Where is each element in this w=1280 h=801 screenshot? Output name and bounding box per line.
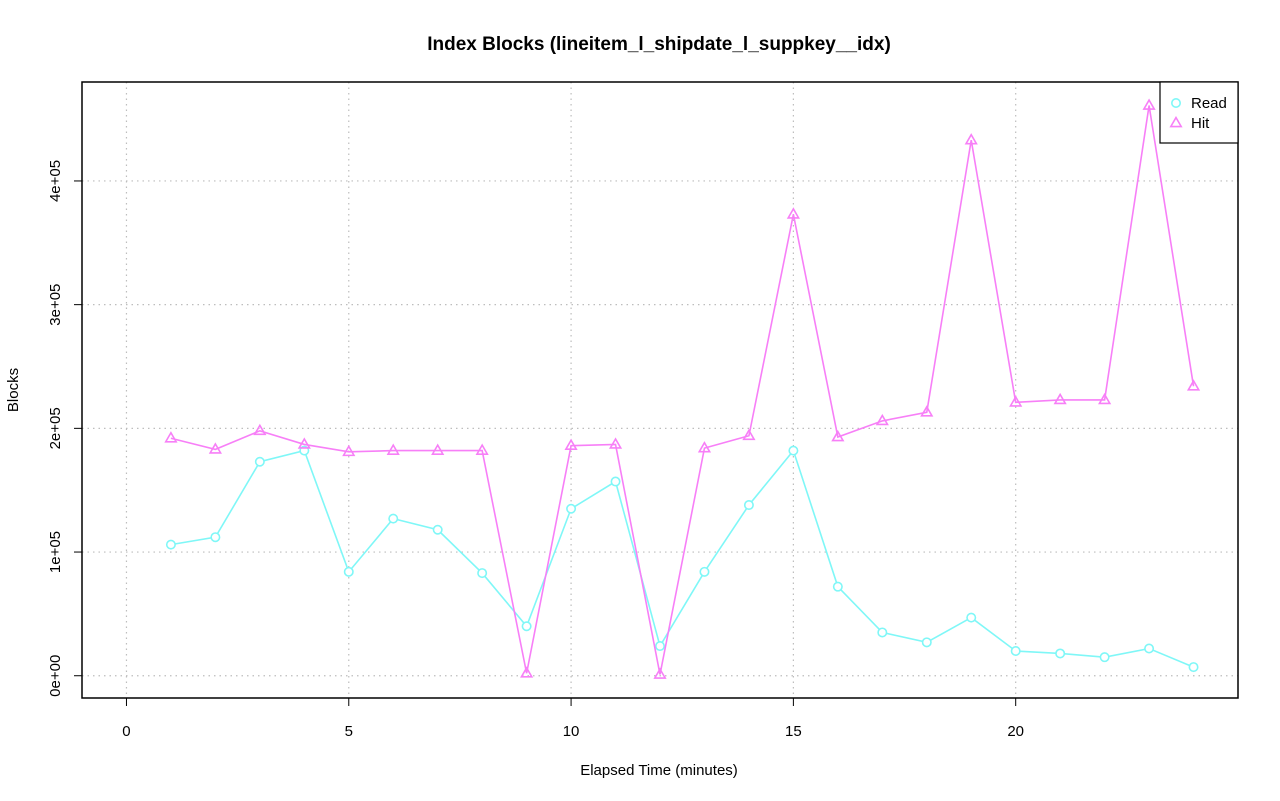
data-point-hit	[564, 438, 578, 450]
data-point-read	[254, 456, 265, 467]
data-point-hit	[742, 428, 756, 441]
series-layer	[164, 98, 1201, 679]
data-point-hit	[697, 441, 712, 453]
data-point-hit	[253, 423, 267, 436]
x-tick-label: 5	[345, 723, 353, 740]
x-axis-label: Elapsed Time (minutes)	[580, 762, 738, 779]
data-point-hit	[475, 443, 489, 455]
data-point-hit	[653, 667, 667, 679]
data-point-read	[699, 566, 710, 577]
data-point-hit	[920, 405, 934, 417]
x-tick-label: 20	[1007, 723, 1024, 740]
y-tick-label: 0e+00	[47, 655, 64, 697]
y-tick-label: 4e+05	[47, 160, 64, 202]
data-point-hit	[431, 443, 445, 455]
data-point-hit	[386, 443, 400, 455]
data-point-hit	[520, 666, 534, 678]
data-point-read	[966, 612, 977, 623]
data-point-read	[477, 568, 488, 579]
data-point-read	[788, 445, 799, 456]
data-point-read	[832, 581, 843, 592]
data-point-read	[1055, 648, 1066, 659]
data-point-read	[343, 566, 354, 577]
data-point-read	[1099, 652, 1110, 663]
data-point-hit	[297, 437, 311, 449]
legend: Read Hit	[1159, 81, 1239, 144]
data-point-read	[1144, 643, 1155, 654]
data-point-hit	[964, 133, 978, 145]
x-tick-label: 15	[785, 723, 802, 740]
data-point-hit	[831, 429, 845, 442]
data-point-read	[388, 513, 399, 524]
legend-box	[1159, 81, 1239, 144]
series-line-read	[170, 448, 1194, 668]
series-line-hit	[170, 105, 1195, 675]
data-point-hit	[164, 431, 178, 443]
data-point-hit	[1142, 98, 1156, 110]
data-point-read	[210, 532, 221, 543]
data-point-read	[1010, 645, 1021, 656]
data-point-hit	[342, 444, 356, 457]
y-tick-label: 1e+05	[47, 531, 64, 573]
x-tick-label: 10	[563, 723, 580, 740]
series-hit	[164, 98, 1201, 679]
data-point-hit	[786, 207, 800, 219]
x-tick-label: 0	[122, 723, 130, 740]
data-point-read	[165, 539, 176, 550]
data-point-read	[654, 641, 665, 652]
data-point-read	[743, 500, 754, 511]
data-point-hit	[1098, 392, 1112, 405]
series-read	[165, 445, 1199, 673]
y-axis: 0e+00 1e+05 2e+05 3e+05 4e+05	[47, 160, 82, 697]
data-point-read	[566, 503, 577, 514]
chart-title: Index Blocks (lineitem_l_shipdate_l_supp…	[427, 34, 891, 55]
data-point-hit	[875, 413, 889, 426]
legend-label-hit: Hit	[1191, 115, 1210, 132]
data-point-read	[877, 627, 888, 638]
y-axis-label: Blocks	[5, 368, 22, 412]
y-tick-label: 3e+05	[47, 284, 64, 326]
data-point-read	[610, 476, 621, 487]
x-axis: 0 5 10 15 20	[122, 698, 1024, 740]
data-point-hit	[208, 442, 222, 454]
legend-label-read: Read	[1191, 95, 1227, 112]
legend-marker-read	[1171, 98, 1182, 109]
grid	[82, 82, 1238, 698]
legend-marker-hit	[1169, 115, 1183, 128]
data-point-hit	[1053, 392, 1067, 405]
data-point-hit	[1009, 395, 1023, 407]
data-point-read	[521, 621, 532, 632]
data-point-hit	[608, 437, 623, 449]
data-point-read	[921, 637, 932, 648]
data-point-read	[1188, 662, 1199, 673]
data-point-hit	[1186, 379, 1201, 391]
y-tick-label: 2e+05	[47, 407, 64, 449]
plot-frame	[81, 81, 1239, 699]
data-point-read	[432, 524, 443, 535]
